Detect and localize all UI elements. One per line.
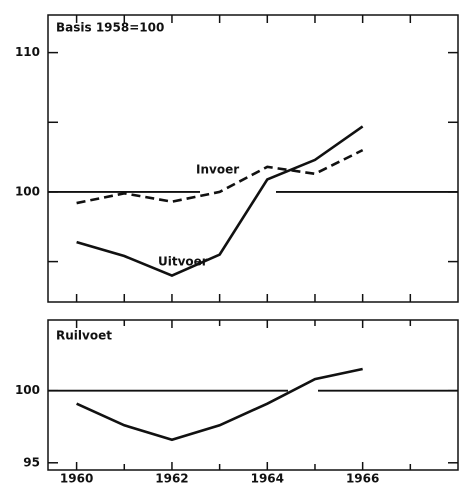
y-tick-label: 95 xyxy=(23,455,40,469)
panel-title: Ruilvoet xyxy=(56,329,112,343)
series-label: Uitvoer xyxy=(158,255,208,269)
line-series xyxy=(76,367,363,442)
top-frame xyxy=(47,14,459,303)
bottom-frame xyxy=(47,319,459,471)
subtitle: Basis 1958=100 xyxy=(56,21,164,35)
x-tick-label: 1966 xyxy=(346,472,379,486)
line-series xyxy=(76,148,364,205)
x-tick-label: 1964 xyxy=(251,472,284,486)
x-tick-label: 1960 xyxy=(60,472,93,486)
x-tick-label: 1962 xyxy=(155,472,188,486)
y-tick-label: 100 xyxy=(15,184,40,198)
series-label: Invoer xyxy=(196,163,239,177)
y-tick-label: 110 xyxy=(15,45,40,59)
line-series xyxy=(76,125,364,277)
y-tick-label: 100 xyxy=(15,383,40,397)
